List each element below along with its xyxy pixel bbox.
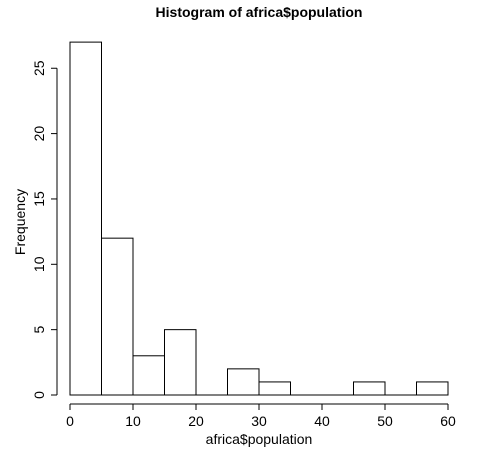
x-tick-label: 40 [314, 413, 330, 429]
x-axis: 0 10 20 30 40 50 60 [66, 403, 456, 429]
y-axis-label: Frequency [12, 189, 28, 255]
histogram-bar [353, 381, 386, 396]
x-axis-label: africa$population [206, 431, 313, 447]
x-tick-label: 0 [66, 413, 74, 429]
x-tick-label: 60 [440, 413, 456, 429]
histogram-bar [227, 368, 260, 396]
histogram-bar [416, 381, 449, 396]
histogram-bar [101, 237, 134, 396]
y-axis: 0 5 10 15 20 25 [31, 60, 58, 399]
x-tick-label: 50 [377, 413, 393, 429]
y-tick-label: 15 [31, 191, 47, 207]
histogram-bar [132, 355, 165, 396]
histogram-bar [258, 381, 291, 396]
x-tick-label: 30 [251, 413, 267, 429]
y-tick-label: 0 [31, 391, 47, 399]
y-tick-label: 10 [31, 256, 47, 272]
y-tick-label: 25 [31, 60, 47, 76]
x-tick-label: 20 [188, 413, 204, 429]
bars-group [69, 41, 449, 396]
y-tick-label: 5 [31, 326, 47, 334]
histogram-bar [164, 329, 197, 396]
y-tick-label: 20 [31, 126, 47, 142]
histogram-bar [69, 41, 102, 396]
chart-title: Histogram of africa$population [156, 4, 363, 20]
x-tick-label: 10 [125, 413, 141, 429]
